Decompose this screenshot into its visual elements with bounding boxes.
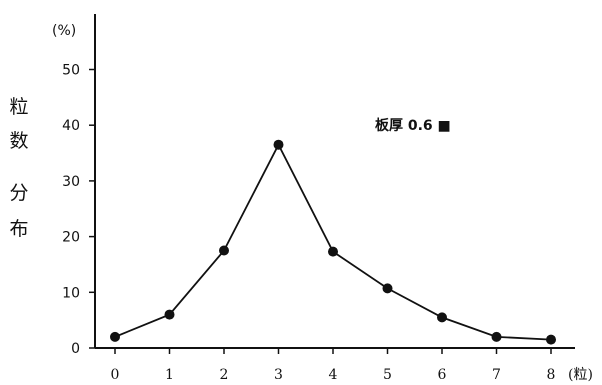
- y-axis-title-char-4: 布: [9, 218, 29, 240]
- x-tick-label-6: 6: [438, 367, 447, 383]
- data-point-7: [491, 331, 502, 342]
- y-unit-label: (%): [52, 23, 76, 39]
- data-point-3: [273, 139, 284, 150]
- y-tick-label-10: 10: [62, 285, 80, 301]
- data-point-2: [219, 245, 229, 256]
- x-tick-label-7: 7: [492, 367, 501, 383]
- x-tick-label-0: 0: [111, 367, 120, 383]
- data-point-8: [546, 334, 556, 345]
- x-ticks: 0 1 2 3 4 5 6 7 8: [111, 348, 556, 383]
- y-axis-title-char-2: 数: [9, 130, 29, 152]
- x-tick-label-8: 8: [547, 367, 556, 383]
- x-tick-label-1: 1: [165, 367, 174, 383]
- data-point-1: [164, 309, 175, 320]
- y-axis-title-char-1: 粒: [9, 96, 29, 118]
- y-tick-label-40: 40: [62, 118, 80, 134]
- x-tick-label-3: 3: [274, 367, 283, 383]
- data-points: [110, 139, 556, 345]
- data-point-4: [328, 246, 338, 257]
- y-tick-label-20: 20: [62, 230, 80, 246]
- series-line: [114, 142, 552, 341]
- y-axis-title-char-3: 分: [9, 182, 29, 204]
- data-point-0: [110, 331, 120, 342]
- y-tick-label-30: 30: [62, 174, 80, 190]
- annotation-plate-thickness: 板厚 0.6 ■: [375, 117, 451, 134]
- y-tick-label-0: 0: [71, 341, 80, 357]
- x-unit-label: (粒): [568, 367, 593, 383]
- data-point-5: [382, 283, 393, 294]
- data-point-6: [437, 312, 447, 323]
- x-tick-label-2: 2: [220, 367, 229, 383]
- y-tick-label-50: 50: [62, 63, 80, 79]
- x-tick-label-5: 5: [383, 367, 392, 383]
- y-ticks: 0 10 20 30 40 50: [62, 63, 95, 357]
- x-tick-label-4: 4: [329, 367, 338, 383]
